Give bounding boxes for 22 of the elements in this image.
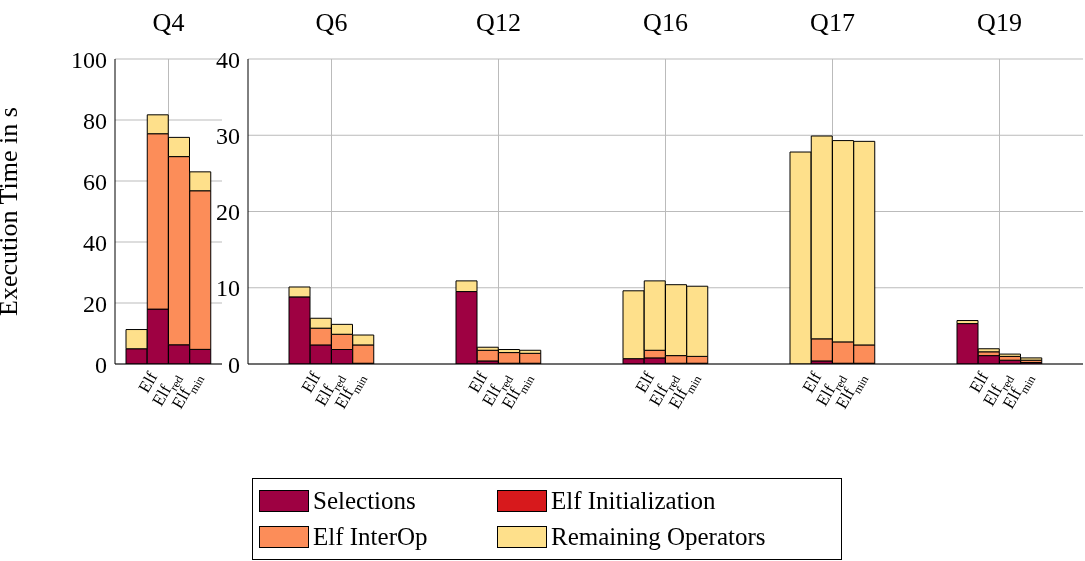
y-tick-label: 10	[216, 275, 240, 302]
y-tick-label: 60	[83, 168, 107, 195]
y-tick-label: 0	[95, 351, 107, 378]
y-tick-label: 40	[83, 229, 107, 256]
y-tick-label: 80	[83, 107, 107, 134]
y-tick-label: 20	[83, 290, 107, 317]
y-tick-label: 20	[216, 199, 240, 226]
legend-label: Elf InterOp	[313, 523, 428, 551]
legend-label: Elf Initialization	[551, 487, 716, 515]
y-tick-label: 30	[216, 122, 240, 149]
y-tick-label: 40	[216, 46, 240, 73]
chart-title: Q12	[475, 8, 522, 38]
chart-title: Q16	[642, 8, 689, 38]
chart-title: Q4	[151, 8, 186, 38]
chart-title: Q19	[976, 8, 1023, 38]
y-tick-label: 0	[228, 351, 240, 378]
y-axis-title: Execution Time in s	[0, 107, 24, 316]
legend-label: Selections	[313, 487, 416, 515]
y-tick-label: 100	[71, 46, 107, 73]
chart-title: Q17	[809, 8, 856, 38]
legend-label: Remaining Operators	[551, 523, 766, 551]
chart-title: Q6	[314, 8, 349, 38]
